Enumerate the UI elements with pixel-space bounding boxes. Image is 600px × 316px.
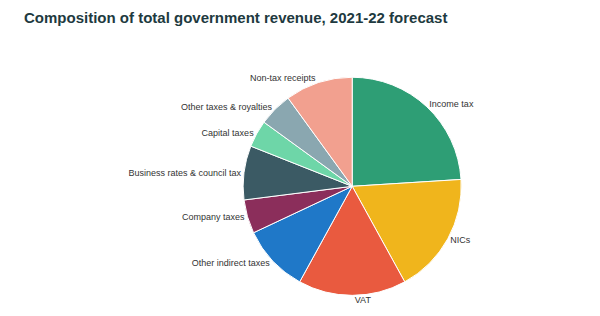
svg-text:Business rates & council tax: Business rates & council tax — [128, 168, 241, 178]
svg-text:Composition of total governmen: Composition of total government revenue,… — [24, 9, 447, 26]
svg-text:Income tax: Income tax — [429, 99, 474, 109]
svg-text:NICs: NICs — [450, 235, 470, 245]
svg-text:Other indirect taxes: Other indirect taxes — [192, 258, 271, 268]
svg-text:Other taxes & royalties: Other taxes & royalties — [181, 102, 273, 112]
svg-text:Company taxes: Company taxes — [182, 212, 245, 222]
svg-text:Capital taxes: Capital taxes — [202, 128, 255, 138]
svg-text:Non-tax receipts: Non-tax receipts — [250, 73, 316, 83]
svg-text:VAT: VAT — [355, 295, 372, 305]
